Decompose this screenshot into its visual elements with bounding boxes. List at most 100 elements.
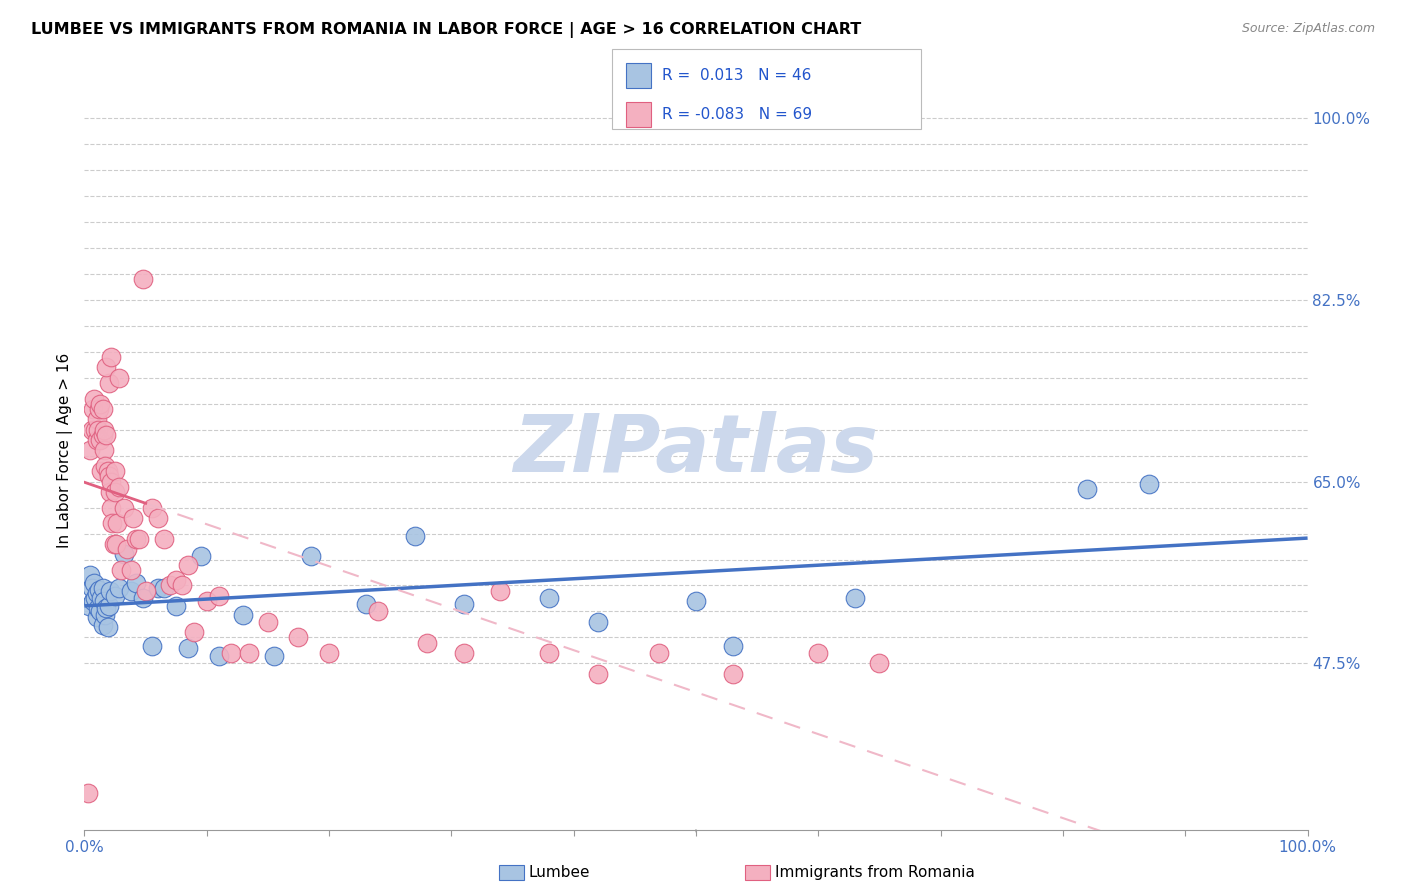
Point (93, 594, 115, 608)
Point (146, 511, 169, 525)
Point (82, 594, 104, 608)
Y-axis label: In Labor Force | Age > 16: In Labor Force | Age > 16 (58, 353, 73, 548)
Point (141, 500, 163, 515)
Point (87, 401, 110, 416)
Point (208, 649, 231, 664)
Point (208, 589, 231, 603)
Point (97, 599, 120, 614)
Point (100, 350, 122, 364)
Text: R =  0.013   N = 46: R = 0.013 N = 46 (662, 68, 811, 83)
Point (844, 591, 866, 605)
Point (263, 649, 285, 664)
Point (586, 615, 609, 629)
Point (105, 537, 128, 551)
Point (404, 528, 426, 542)
Point (100, 475, 122, 489)
Point (132, 272, 155, 286)
Point (97, 376, 120, 390)
Point (97, 620, 120, 634)
Point (101, 516, 124, 531)
Point (125, 576, 148, 591)
Point (77, 599, 100, 614)
Point (86, 586, 108, 600)
Point (232, 607, 254, 622)
Point (257, 615, 280, 629)
Point (93, 443, 115, 458)
Point (120, 583, 142, 598)
Point (586, 666, 609, 681)
Text: LUMBEE VS IMMIGRANTS FROM ROMANIA IN LABOR FORCE | AGE > 16 CORRELATION CHART: LUMBEE VS IMMIGRANTS FROM ROMANIA IN LAB… (31, 22, 862, 38)
Point (98, 583, 121, 598)
Point (97, 464, 120, 478)
Text: ZIPatlas: ZIPatlas (513, 411, 879, 490)
Point (367, 604, 389, 618)
Point (128, 532, 150, 546)
Point (90, 591, 112, 605)
Point (146, 581, 169, 595)
Text: Lumbee: Lumbee (529, 865, 591, 880)
Point (721, 666, 744, 681)
Point (79, 568, 101, 582)
Point (103, 537, 125, 551)
Point (538, 646, 561, 660)
Point (177, 558, 200, 572)
Point (165, 574, 187, 588)
Point (165, 599, 187, 614)
Point (183, 625, 205, 640)
Point (80, 423, 103, 437)
Point (453, 646, 475, 660)
Point (79, 443, 101, 458)
Point (287, 631, 309, 645)
Point (89, 397, 111, 411)
Point (91, 618, 114, 632)
Point (299, 549, 322, 564)
Point (132, 591, 155, 605)
Point (721, 639, 744, 653)
Point (86, 609, 108, 624)
Point (318, 646, 340, 660)
Point (153, 581, 176, 595)
Point (172, 578, 194, 592)
Point (84, 591, 107, 605)
Point (80, 581, 103, 595)
Point (238, 646, 260, 660)
Point (94, 607, 117, 622)
Point (93, 423, 115, 437)
Point (195, 594, 218, 608)
Point (91, 401, 114, 416)
Point (416, 635, 439, 649)
Point (219, 646, 242, 660)
Point (153, 532, 176, 546)
Point (96, 428, 118, 442)
Point (122, 511, 145, 525)
Point (87, 423, 110, 437)
Point (86, 412, 108, 426)
Point (120, 563, 142, 577)
Point (104, 464, 127, 478)
Point (107, 581, 129, 595)
Point (83, 392, 105, 406)
Point (107, 370, 129, 384)
Point (354, 597, 377, 611)
Point (159, 578, 181, 592)
Point (112, 500, 135, 515)
Point (538, 591, 561, 605)
Point (190, 549, 212, 564)
Point (112, 547, 135, 561)
Point (489, 583, 512, 598)
Point (97, 469, 120, 483)
Point (104, 485, 127, 500)
Point (87, 582, 110, 597)
Point (648, 646, 671, 660)
Point (91, 581, 114, 595)
Point (1137, 476, 1160, 491)
Point (685, 594, 707, 608)
Point (87, 601, 110, 615)
Point (96, 360, 118, 375)
Point (110, 563, 132, 577)
Point (90, 464, 112, 478)
Point (453, 597, 475, 611)
Point (77, 786, 100, 800)
Point (807, 646, 830, 660)
Point (115, 542, 138, 557)
